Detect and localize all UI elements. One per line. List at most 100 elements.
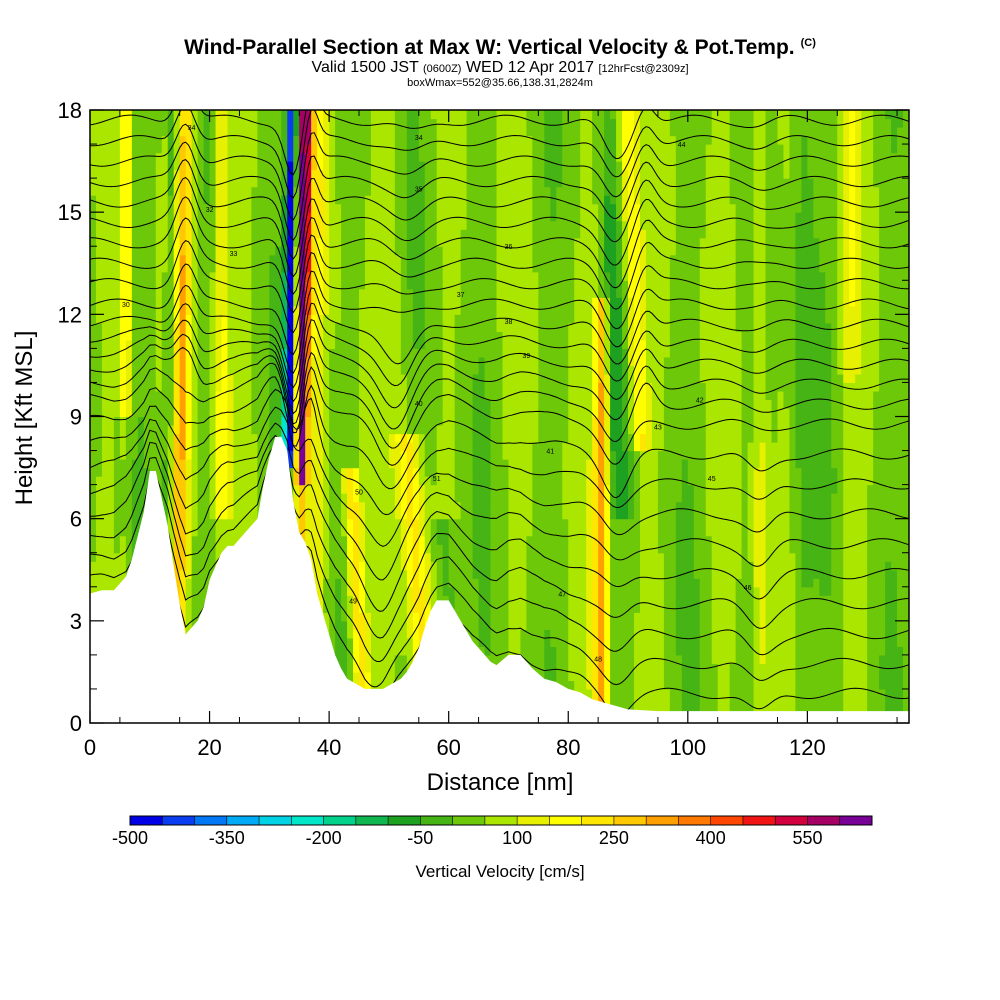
w-cell bbox=[311, 569, 318, 579]
w-cell bbox=[257, 407, 264, 418]
w-cell bbox=[394, 510, 402, 520]
w-cell bbox=[125, 118, 133, 128]
w-cell bbox=[293, 237, 300, 247]
w-cell bbox=[329, 220, 336, 230]
w-cell bbox=[472, 229, 480, 239]
w-cell bbox=[412, 476, 420, 486]
w-cell bbox=[239, 339, 247, 349]
w-cell bbox=[257, 459, 264, 469]
w-cell bbox=[496, 314, 504, 324]
w-cell bbox=[364, 442, 372, 452]
w-cell bbox=[382, 535, 390, 545]
w-cell bbox=[197, 544, 205, 554]
w-cell bbox=[329, 161, 336, 171]
w-cell bbox=[90, 544, 97, 554]
w-cell bbox=[376, 195, 384, 205]
w-cell bbox=[394, 229, 402, 239]
w-cell bbox=[400, 518, 408, 528]
w-cell bbox=[359, 552, 366, 562]
w-cell bbox=[191, 535, 199, 545]
w-cell bbox=[412, 169, 420, 179]
w-cell bbox=[221, 535, 229, 545]
w-cell bbox=[364, 510, 372, 520]
w-cell bbox=[233, 254, 241, 264]
w-cell bbox=[323, 212, 330, 222]
w-cell bbox=[257, 433, 264, 443]
w-cell bbox=[430, 212, 438, 222]
w-cell bbox=[484, 280, 492, 290]
w-cell bbox=[179, 220, 187, 230]
w-cell bbox=[472, 322, 480, 332]
w-cell bbox=[167, 442, 175, 452]
w-cell bbox=[137, 161, 145, 171]
w-cell bbox=[251, 127, 258, 137]
w-cell bbox=[125, 484, 133, 494]
w-cell bbox=[203, 348, 211, 358]
w-cell bbox=[490, 552, 498, 562]
w-cell bbox=[137, 390, 145, 401]
w-cell bbox=[436, 390, 444, 401]
w-cell bbox=[382, 459, 390, 469]
w-cell bbox=[418, 603, 426, 613]
w-cell bbox=[382, 195, 390, 205]
w-cell bbox=[167, 416, 175, 426]
w-cell bbox=[257, 254, 264, 264]
w-cell bbox=[490, 561, 498, 571]
w-cell bbox=[245, 178, 253, 188]
w-cell bbox=[227, 220, 235, 230]
w-cell bbox=[275, 144, 282, 154]
w-cell bbox=[269, 373, 276, 384]
w-cell bbox=[275, 169, 282, 179]
w-cell bbox=[107, 271, 115, 281]
w-cell bbox=[382, 339, 390, 349]
w-cell bbox=[101, 178, 109, 188]
w-cell bbox=[418, 169, 426, 179]
w-cell bbox=[251, 280, 258, 290]
w-cell bbox=[382, 518, 390, 528]
w-cell bbox=[263, 203, 270, 213]
w-cell bbox=[341, 382, 348, 392]
w-cell bbox=[107, 110, 115, 120]
w-cell bbox=[418, 212, 426, 222]
w-cell bbox=[287, 331, 294, 341]
w-cell bbox=[454, 501, 462, 511]
w-cell bbox=[215, 510, 223, 520]
w-cell bbox=[484, 339, 492, 349]
w-cell bbox=[233, 297, 241, 307]
w-cell bbox=[353, 433, 360, 443]
w-cell bbox=[376, 493, 384, 503]
w-cell bbox=[197, 169, 205, 179]
w-cell bbox=[215, 501, 223, 511]
w-cell bbox=[185, 518, 193, 528]
w-cell bbox=[406, 152, 414, 162]
w-cell bbox=[173, 425, 181, 435]
w-cell bbox=[472, 280, 480, 290]
w-cell bbox=[101, 467, 109, 477]
w-cell bbox=[490, 544, 498, 554]
w-cell bbox=[335, 586, 342, 596]
w-cell bbox=[478, 322, 486, 332]
w-cell bbox=[484, 246, 492, 256]
w-cell bbox=[454, 450, 462, 460]
w-cell bbox=[400, 390, 408, 401]
w-cell bbox=[107, 569, 115, 579]
w-cell bbox=[424, 518, 432, 528]
w-cell bbox=[137, 186, 145, 196]
w-cell bbox=[125, 212, 133, 222]
w-cell bbox=[353, 425, 360, 435]
w-cell bbox=[329, 110, 336, 120]
w-cell bbox=[155, 399, 163, 409]
w-cell bbox=[370, 322, 378, 332]
w-cell bbox=[233, 161, 241, 171]
w-cell bbox=[442, 501, 450, 511]
w-cell bbox=[149, 110, 157, 120]
w-cell bbox=[263, 271, 270, 281]
w-cell bbox=[305, 127, 312, 137]
w-cell bbox=[460, 237, 468, 247]
w-cell bbox=[347, 671, 354, 682]
w-cell bbox=[329, 144, 336, 154]
w-cell bbox=[370, 169, 378, 179]
w-cell bbox=[113, 569, 121, 579]
w-cell bbox=[305, 399, 312, 409]
w-cell bbox=[209, 212, 217, 222]
